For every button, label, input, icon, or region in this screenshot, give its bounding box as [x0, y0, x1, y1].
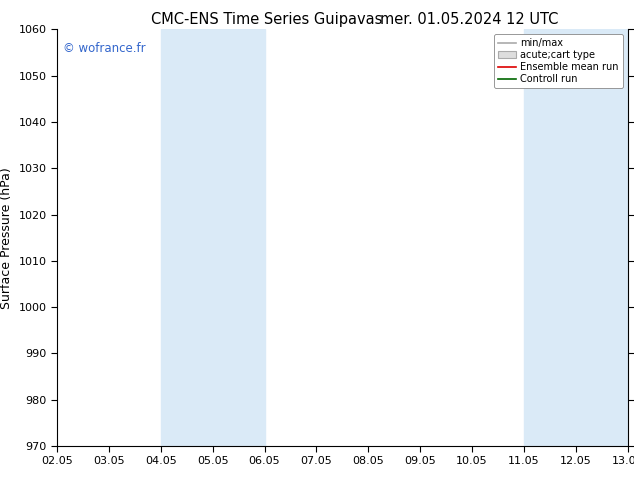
Text: mer. 01.05.2024 12 UTC: mer. 01.05.2024 12 UTC: [380, 12, 559, 27]
Bar: [212, 29, 264, 446]
Bar: [524, 29, 576, 446]
Y-axis label: Surface Pressure (hPa): Surface Pressure (hPa): [0, 167, 13, 309]
Legend: min/max, acute;cart type, Ensemble mean run, Controll run: min/max, acute;cart type, Ensemble mean …: [494, 34, 623, 88]
Bar: [576, 29, 628, 446]
Text: © wofrance.fr: © wofrance.fr: [63, 42, 145, 55]
Text: CMC-ENS Time Series Guipavas: CMC-ENS Time Series Guipavas: [151, 12, 382, 27]
Bar: [161, 29, 212, 446]
